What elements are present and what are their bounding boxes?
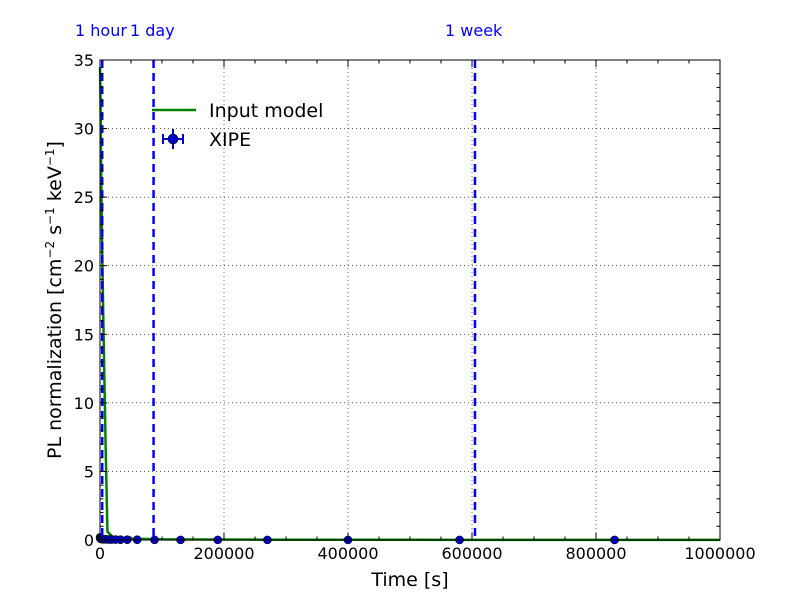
- x-tick-label: 400000: [317, 544, 378, 563]
- tick-labels: 0 200000 400000 600000 800000 1000000 0 5 10 15 20…: [74, 51, 756, 563]
- y-axis-label-mid2: keV: [44, 166, 66, 207]
- y-tick-label: 15: [74, 325, 94, 344]
- legend-err-dot: [167, 133, 179, 145]
- y-axis-label-sup1: −2: [43, 241, 57, 259]
- x-tick-label: 1000000: [684, 544, 755, 563]
- x-tick-label: 0: [95, 544, 105, 563]
- y-axis-label-sup2: −1: [43, 207, 57, 225]
- legend-label-xipe: XIPE: [209, 129, 251, 151]
- y-tick-label: 25: [74, 188, 94, 207]
- x-tick-label: 600000: [441, 544, 502, 563]
- y-tick-label: 20: [74, 257, 94, 276]
- legend: Input model XIPE: [152, 100, 323, 151]
- vline-labels: 1 hour 1 day 1 week: [75, 21, 503, 40]
- ticks: [99, 59, 721, 541]
- x-axis-label: Time [s]: [370, 569, 448, 591]
- vline-label-1: 1 day: [130, 21, 175, 40]
- y-axis-label-main: PL normalization [cm: [44, 259, 66, 459]
- y-tick-label: 10: [74, 394, 94, 413]
- x-tick-label: 800000: [565, 544, 626, 563]
- y-axis-label-sup3: −1: [43, 148, 57, 166]
- vline-label-2: 1 week: [445, 21, 503, 40]
- legend-label-input-model: Input model: [209, 100, 323, 122]
- legend-swatch-xipe: [162, 129, 184, 149]
- y-tick-label: 0: [84, 531, 94, 550]
- vline-label-0: 1 hour: [75, 21, 127, 40]
- y-tick-label: 5: [84, 462, 94, 481]
- y-axis-label: PL normalization [cm−2 s−1 keV−1]: [43, 141, 66, 459]
- y-tick-label: 30: [74, 120, 94, 139]
- series-line-input-model: [98, 66, 721, 542]
- x-tick-label: 200000: [193, 544, 254, 563]
- plot-series: [95, 66, 721, 545]
- grid: [100, 60, 720, 540]
- plot-frame: [99, 59, 721, 541]
- vline-group: [100, 60, 477, 540]
- y-axis-label-end: ]: [44, 141, 66, 148]
- y-axis-label-mid: s: [44, 225, 66, 241]
- y-tick-label: 35: [74, 51, 94, 70]
